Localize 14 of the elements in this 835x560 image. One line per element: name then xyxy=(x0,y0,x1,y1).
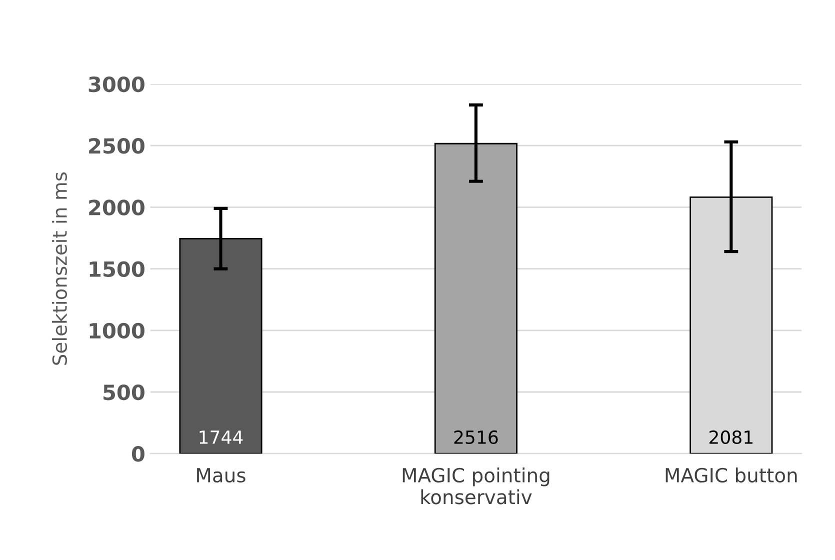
y-tick-label: 500 xyxy=(104,384,144,400)
y-tick-label: 2000 xyxy=(89,200,144,216)
data-label: 2516 xyxy=(454,430,498,444)
y-axis-title: Selektionszeit in ms xyxy=(52,172,68,365)
y-tick-label: 3000 xyxy=(88,76,144,92)
y-tick-label: 1500 xyxy=(90,261,144,278)
x-tick-label: MAGIC pointing konservativ xyxy=(402,467,550,504)
data-label: 1744 xyxy=(200,430,243,444)
x-tick-label: MAGIC button xyxy=(666,467,797,483)
y-tick-label: 1000 xyxy=(90,322,144,339)
x-tick-label: Maus xyxy=(197,468,246,483)
data-label: 2081 xyxy=(710,430,752,444)
y-tick-label: 2500 xyxy=(89,138,144,154)
y-tick-label: 0 xyxy=(132,446,144,462)
